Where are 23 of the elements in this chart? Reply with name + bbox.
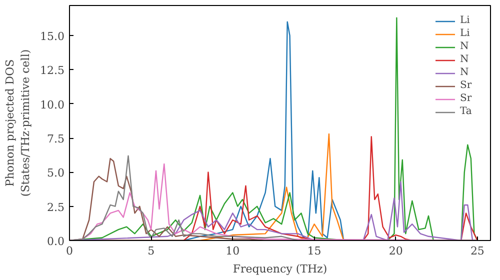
y-tick-label: 2.5 — [47, 200, 65, 214]
y-tick-label: 5.0 — [47, 166, 65, 180]
legend-label: Li — [460, 28, 471, 39]
x-axis-title: Frequency (THz) — [232, 262, 328, 276]
y-axis-title: Phonon projected DOS (States/THz·primitive cell) — [3, 49, 32, 197]
x-tick-label: 20 — [388, 244, 403, 258]
legend-label: Li — [460, 15, 471, 26]
legend-label: N — [460, 41, 470, 52]
y-tick-label: 0.0 — [47, 235, 65, 248]
legend-label: N — [460, 54, 470, 65]
legend-label: Sr — [460, 80, 473, 91]
x-tick-label: 25 — [470, 244, 484, 258]
legend-label: N — [460, 67, 470, 78]
legend-label: Sr — [460, 93, 473, 104]
x-tick-label: 5 — [148, 244, 155, 258]
x-tick-label: 0 — [66, 244, 73, 258]
y-tick-label: 7.5 — [47, 132, 65, 146]
y-tick-label: 15.0 — [40, 30, 65, 44]
x-tick-label: 10 — [226, 244, 240, 258]
y-tick-label: 10.0 — [40, 98, 65, 112]
x-tick-label: 15 — [307, 244, 322, 258]
legend-label: Ta — [460, 106, 473, 117]
y-tick-label: 12.5 — [40, 64, 65, 78]
